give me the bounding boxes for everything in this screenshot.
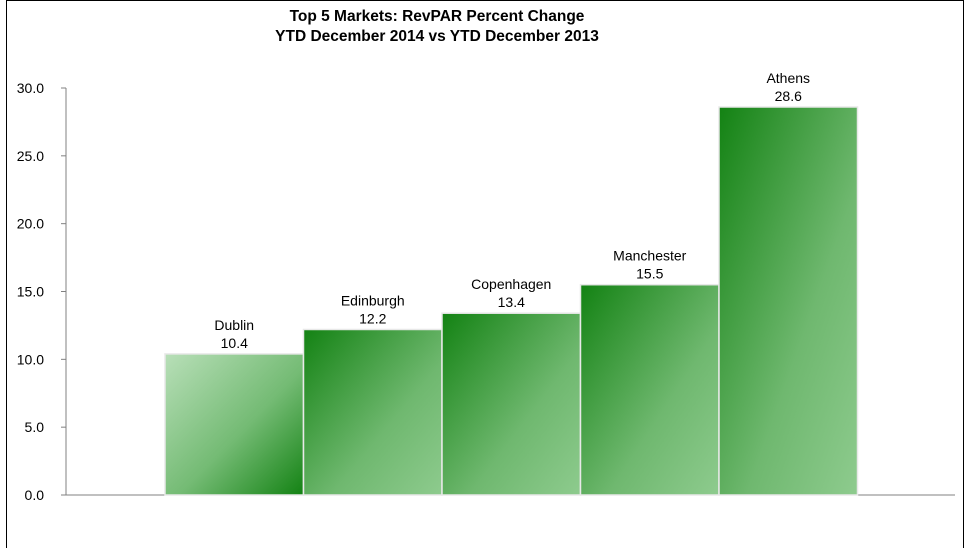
bar-athens <box>718 106 859 496</box>
chart-title: Top 5 Markets: RevPAR Percent Change <box>290 8 585 25</box>
bar-value-label: 10.4 <box>221 335 248 351</box>
bar-edinburgh <box>302 328 443 496</box>
bars <box>164 106 859 496</box>
bar-category-label: Athens <box>766 70 810 86</box>
y-tick-label: 0.0 <box>25 487 45 503</box>
bar-category-label: Copenhagen <box>471 276 551 292</box>
bar-value-label: 28.6 <box>775 88 802 104</box>
y-tick-label: 20.0 <box>17 216 44 232</box>
bar-value-label: 13.4 <box>498 294 525 310</box>
chart-subtitle: YTD December 2014 vs YTD December 2013 <box>275 28 599 45</box>
y-tick-label: 30.0 <box>17 80 44 96</box>
bar-dublin <box>164 353 305 496</box>
bar-copenhagen <box>441 312 582 496</box>
bar-manchester <box>579 283 720 496</box>
y-tick-label: 10.0 <box>17 351 44 367</box>
y-tick-label: 25.0 <box>17 148 44 164</box>
bar-category-label: Edinburgh <box>341 292 405 308</box>
bar-value-label: 15.5 <box>636 266 663 282</box>
data-labels: Dublin 10.4 Edinburgh 12.2 Copenhagen 13.4 Man… <box>214 70 810 351</box>
bar-category-label: Manchester <box>613 248 686 264</box>
y-tick-label: 15.0 <box>17 284 44 300</box>
bar-value-label: 12.2 <box>359 310 386 326</box>
bar-category-label: Dublin <box>214 317 254 333</box>
y-tick-label: 5.0 <box>25 419 45 435</box>
